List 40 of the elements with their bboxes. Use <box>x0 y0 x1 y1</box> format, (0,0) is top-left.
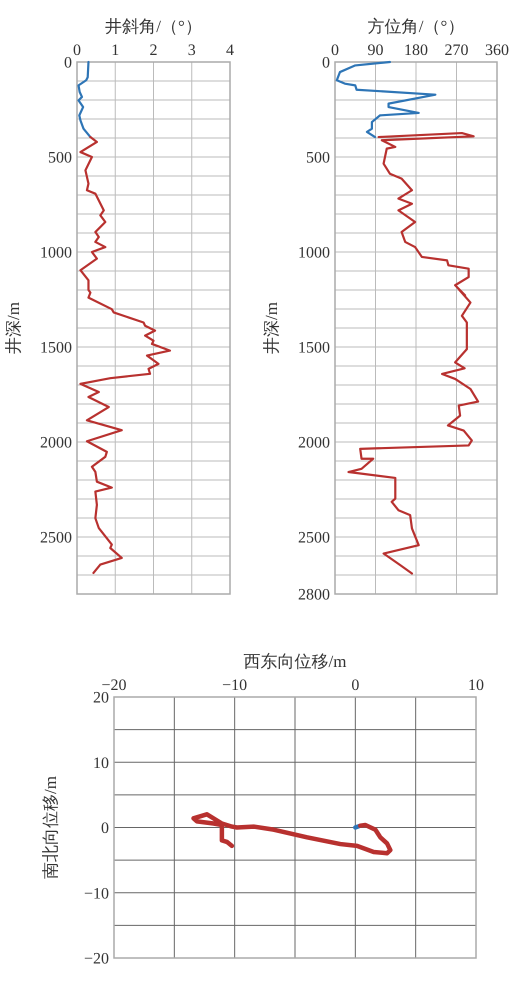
y-tick-label: 2000 <box>298 434 330 452</box>
line-series <box>336 60 436 138</box>
y-tick-label: 1000 <box>40 244 72 262</box>
x-tick-label: 180 <box>404 42 428 59</box>
y-tick-label: 1000 <box>298 244 330 262</box>
y-tick-label: 2800 <box>298 586 330 604</box>
y-tick-label: 10 <box>93 754 109 772</box>
y-tick-label: −10 <box>84 885 109 902</box>
y-axis-title: 南北向位移/m <box>41 776 60 879</box>
x-tick-label: −10 <box>222 677 248 694</box>
x-tick-label: 3 <box>188 42 196 59</box>
y-tick-label: 1500 <box>298 340 330 356</box>
x-tick-label: 360 <box>485 42 509 59</box>
x-axis-title: 方位角/（°） <box>368 17 464 36</box>
y-tick-label: 0 <box>322 54 330 72</box>
y-tick-label: 2500 <box>298 530 330 546</box>
line-series <box>79 136 172 574</box>
y-axis-title: 井深/m <box>4 302 23 354</box>
y-tick-label: 500 <box>306 150 330 166</box>
y-tick-label: 2000 <box>40 434 72 452</box>
x-tick-label: 4 <box>226 42 234 59</box>
y-tick-label: 0 <box>101 820 109 837</box>
y-axis-title: 井深/m <box>262 302 281 354</box>
x-tick-label: 90 <box>368 42 384 59</box>
y-tick-label: 20 <box>93 690 109 706</box>
y-tick-label: 0 <box>64 54 72 72</box>
y-tick-label: 1500 <box>40 340 72 356</box>
line-series <box>191 812 393 856</box>
x-tick-label: 2 <box>150 42 158 59</box>
x-axis-title: 井斜角/（°） <box>105 17 202 36</box>
y-tick-label: 500 <box>48 150 72 166</box>
x-tick-label: 10 <box>468 677 484 694</box>
x-axis-title: 西东向位移/m <box>244 652 346 671</box>
x-tick-label: 1 <box>111 42 120 59</box>
line-series <box>347 132 480 575</box>
x-tick-label: 0 <box>351 677 360 694</box>
y-tick-label: 2500 <box>40 530 72 546</box>
x-tick-label: 270 <box>444 42 468 59</box>
y-tick-label: −20 <box>84 950 109 968</box>
line-series <box>77 60 92 138</box>
